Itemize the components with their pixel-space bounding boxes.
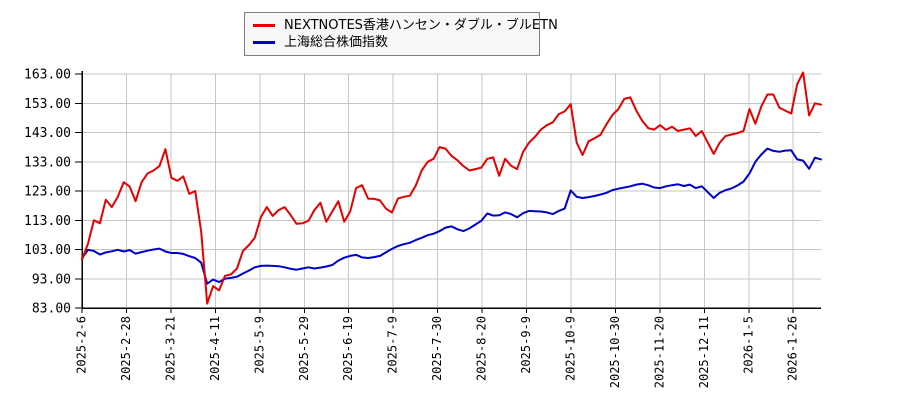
y-tick-label: 93.00 (32, 272, 71, 287)
x-tick-label: 2025-10-9 (563, 316, 577, 381)
y-tick-label: 83.00 (32, 302, 71, 317)
x-tick-label: 2025-2-28 (119, 316, 133, 381)
series-line-0 (81, 71, 822, 305)
x-tick-label: 2025-11-20 (652, 316, 666, 388)
x-tick-label: 2025-6-19 (341, 316, 355, 381)
y-tick-label: 153.00 (24, 97, 71, 112)
x-tick-label: 2025-7-9 (386, 316, 400, 374)
x-tick-label: 2025-7-30 (430, 316, 444, 381)
x-tick-label: 2025-5-29 (297, 316, 311, 381)
y-tick-label: 103.00 (24, 243, 71, 258)
y-tick-label: 123.00 (24, 185, 71, 200)
x-tick-label: 2025-10-30 (608, 316, 622, 388)
x-tick-label: 2025-5-9 (252, 316, 266, 374)
x-tick-label: 2026-1-26 (786, 316, 800, 381)
x-tick-label: 2025-3-21 (163, 316, 177, 381)
etn-line-label: NEXTNOTES香港ハンセン・ダブル・ブルETN (284, 18, 558, 33)
etn-line-marker (253, 24, 275, 27)
axes (75, 71, 821, 313)
x-tick-label: 2025-9-9 (519, 316, 533, 374)
y-tick-label: 133.00 (24, 155, 71, 170)
x-tick-label: 2025-2-6 (75, 316, 89, 374)
series-lines (81, 71, 822, 305)
sse-line-marker (253, 41, 275, 44)
axis-labels: 163.00 153.00 143.00 133.00 123.00 113.00 103.… (24, 68, 800, 389)
legend-item-shanghai-composite: 上海総合株価指数 (253, 36, 531, 49)
y-tick-label: 163.00 (24, 68, 71, 83)
x-tick-label: 2025-4-11 (208, 316, 222, 381)
gridlines (81, 73, 821, 308)
legend-item-hangseng-double-bull-etn: NEXTNOTES香港ハンセン・ダブル・ブルETN (253, 19, 558, 32)
series-line-1 (81, 147, 822, 285)
chart-legend: NEXTNOTES香港ハンセン・ダブル・ブルETN 上海総合株価指数 (244, 12, 558, 56)
sse-line-label: 上海総合株価指数 (284, 35, 389, 50)
y-tick-label: 113.00 (24, 214, 71, 229)
x-tick-label: 2026-1-5 (741, 316, 755, 374)
x-tick-label: 2025-8-20 (475, 316, 489, 381)
y-tick-label: 143.00 (24, 126, 71, 141)
x-tick-label: 2025-12-11 (697, 316, 711, 388)
